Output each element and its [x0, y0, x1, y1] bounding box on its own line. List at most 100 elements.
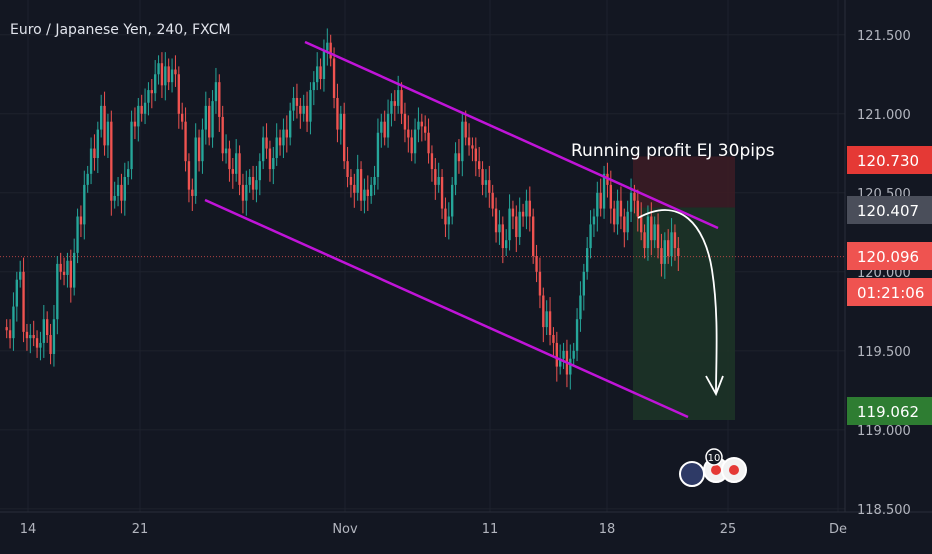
candle-body	[86, 173, 89, 185]
candle-body	[167, 66, 170, 83]
candle-body	[474, 148, 477, 162]
projection-arrow[interactable]	[637, 209, 718, 393]
candle-body	[285, 129, 288, 138]
candle-body	[383, 121, 386, 138]
price-tag-entry-text: 120.407	[857, 202, 919, 220]
event-count-badge[interactable]	[705, 448, 723, 466]
candle-body	[157, 63, 160, 75]
candle-body	[467, 137, 471, 146]
price-axis[interactable]: 121.500121.000120.500120.000119.500119.0…	[857, 29, 911, 518]
candle-body	[437, 176, 440, 185]
candle-body	[96, 129, 99, 159]
candle-body	[609, 184, 612, 209]
candle-body	[76, 216, 79, 253]
candle-body	[69, 260, 72, 288]
candle-body	[430, 153, 434, 170]
candle-body	[208, 105, 211, 138]
candle-body	[49, 335, 52, 354]
symbol-title[interactable]: Euro / Japanese Yen, 240, FXCM	[10, 22, 231, 38]
candle-body	[613, 208, 616, 225]
candle-body	[552, 335, 555, 343]
candle-body	[46, 319, 49, 336]
candle-body	[623, 216, 626, 233]
time-axis[interactable]: 14 21 Nov 11 18 25 De	[20, 522, 847, 537]
candle-body	[562, 350, 565, 359]
candle-body	[238, 153, 241, 185]
candle-body	[575, 319, 579, 351]
candle-body	[386, 113, 390, 138]
y-tick-label: 119.000	[857, 424, 911, 439]
candle-body	[673, 232, 677, 249]
candle-body	[73, 252, 76, 288]
candle-body	[619, 200, 623, 217]
candle-body	[400, 90, 403, 114]
candle-body	[397, 90, 400, 106]
candle-body	[305, 105, 309, 122]
candle-body	[326, 42, 329, 51]
candle-body	[667, 240, 670, 256]
candle-body	[194, 137, 197, 196]
candle-body	[231, 169, 234, 174]
candle-body	[228, 148, 231, 170]
price-tag-target_high-text: 120.730	[857, 152, 919, 170]
candle-body	[8, 330, 12, 339]
candle-body	[538, 271, 542, 296]
event-count-text: 10	[708, 453, 721, 464]
drawing-overlays[interactable]	[204, 40, 724, 419]
candle-body	[650, 216, 653, 241]
candle-body	[19, 271, 22, 280]
candle-body	[491, 192, 494, 209]
x-tick-label: De	[829, 522, 847, 537]
candle-body	[599, 192, 602, 209]
x-tick-label: 11	[482, 522, 499, 537]
candle-body	[89, 148, 93, 174]
candle-body	[39, 342, 42, 348]
candle-body	[56, 263, 59, 320]
candle-body	[268, 148, 272, 170]
candle-body	[366, 189, 369, 196]
candle-body	[322, 50, 326, 80]
channel-upper-line[interactable]	[304, 40, 719, 230]
candle-body	[390, 101, 393, 114]
y-tick-label: 121.500	[857, 29, 911, 44]
candle-body	[278, 137, 282, 146]
economic-events[interactable]: 10	[679, 448, 747, 487]
candle-body	[147, 90, 150, 103]
eu-flag-event-icon[interactable]	[679, 461, 705, 487]
candle-body	[413, 129, 417, 154]
candle-body	[488, 180, 491, 193]
candle-body	[663, 240, 666, 264]
candle-body	[393, 101, 396, 106]
candle-body	[464, 121, 467, 138]
candle-body	[120, 184, 123, 201]
candle-body	[100, 105, 103, 130]
candle-body	[66, 260, 69, 275]
position-zones	[0, 156, 845, 421]
jp-flag-dot-icon	[711, 465, 721, 475]
candle-body	[211, 101, 214, 138]
x-tick-label: 21	[132, 522, 149, 537]
candle-body	[83, 184, 86, 225]
candle-body	[511, 208, 515, 217]
candle-body	[656, 224, 660, 249]
candle-body	[170, 69, 174, 83]
candle-body	[42, 319, 45, 343]
candle-body	[255, 180, 258, 190]
candle-body	[653, 224, 656, 241]
candle-body	[187, 161, 191, 190]
candle-body	[150, 90, 153, 94]
candle-body	[572, 350, 575, 359]
candle-body	[376, 132, 380, 177]
candle-body	[353, 184, 356, 193]
candle-body	[569, 358, 572, 375]
y-tick-label: 118.500	[857, 503, 911, 518]
candle-body	[299, 105, 302, 114]
candle-body	[444, 208, 447, 225]
candle-body	[454, 153, 457, 185]
candle-body	[535, 256, 538, 272]
jp-flag-dot-icon-2	[729, 465, 739, 475]
channel-lower-line[interactable]	[204, 198, 689, 419]
candle-body	[319, 66, 322, 80]
